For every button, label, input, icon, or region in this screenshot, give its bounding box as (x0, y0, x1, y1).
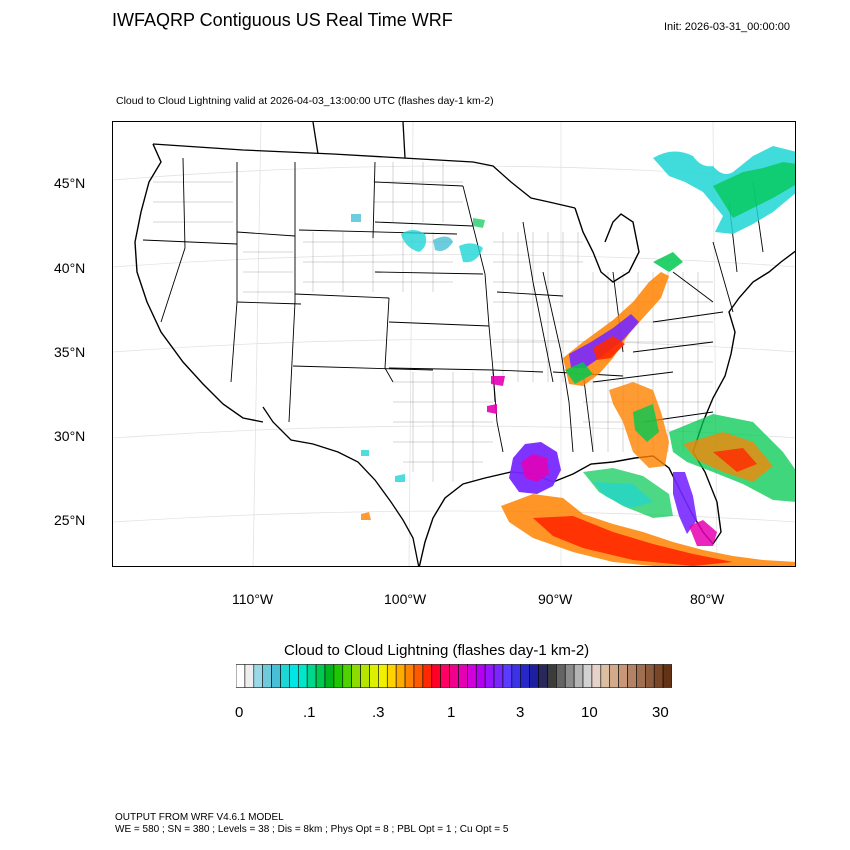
colorbar-swatch (395, 664, 406, 688)
colorbar-tick-10: 10 (581, 704, 598, 721)
colorbar-swatch (458, 664, 468, 688)
colorbar-swatch (244, 664, 255, 688)
colorbar-swatch (618, 664, 628, 688)
colorbar-swatch (422, 664, 433, 688)
colorbar (236, 664, 672, 688)
lat-label-30: 30°N (54, 428, 86, 444)
colorbar-tick-0.3: .3 (372, 704, 385, 721)
colorbar-tick-1: 1 (447, 704, 456, 721)
map-subtitle: Cloud to Cloud Lightning valid at 2026-0… (116, 95, 494, 107)
colorbar-swatch (351, 664, 361, 688)
colorbar-swatch (645, 664, 655, 688)
country-borders (152, 122, 576, 566)
lon-label-110w: 110°W (232, 591, 274, 607)
footer-model-line: OUTPUT FROM WRF V4.6.1 MODEL (115, 812, 284, 823)
colorbar-swatch (413, 664, 424, 688)
colorbar-swatch (360, 664, 370, 688)
colorbar-swatch (600, 664, 611, 688)
colorbar-swatch (333, 664, 344, 688)
colorbar-swatch (591, 664, 602, 688)
colorbar-swatch (564, 664, 575, 688)
colorbar-swatch (342, 664, 352, 688)
colorbar-swatch (378, 664, 388, 688)
us-coastline (134, 143, 795, 566)
lon-label-100w: 100°W (384, 591, 427, 607)
colorbar-swatch (662, 664, 672, 688)
colorbar-swatch (440, 664, 450, 688)
colorbar-swatch (653, 664, 664, 688)
colorbar-swatch (573, 664, 584, 688)
graticule (113, 122, 795, 566)
colorbar-swatch (484, 664, 495, 688)
colorbar-tick-30: 30 (652, 704, 669, 721)
colorbar-tick-0.1: .1 (303, 704, 316, 721)
colorbar-title: Cloud to Cloud Lightning (flashes day-1 … (284, 642, 590, 659)
colorbar-swatch (262, 664, 272, 688)
lightning-fields (351, 146, 795, 566)
colorbar-swatch (289, 664, 299, 688)
colorbar-swatch (271, 664, 281, 688)
colorbar-swatch (511, 664, 522, 688)
lat-label-35: 35°N (54, 344, 86, 360)
map-canvas (113, 122, 795, 566)
colorbar-swatch (493, 664, 504, 688)
colorbar-swatch (529, 664, 539, 688)
colorbar-swatch (609, 664, 619, 688)
colorbar-tick-0: 0 (235, 704, 244, 721)
colorbar-swatch (538, 664, 548, 688)
colorbar-swatch (449, 664, 459, 688)
colorbar-swatch (297, 664, 308, 688)
colorbar-swatch (475, 664, 486, 688)
lon-label-90w: 90°W (538, 591, 573, 607)
colorbar-swatch (431, 664, 441, 688)
colorbar-swatch (386, 664, 397, 688)
colorbar-swatch (280, 664, 290, 688)
colorbar-swatch (627, 664, 637, 688)
lon-label-80w: 80°W (690, 591, 725, 607)
map-frame (112, 121, 796, 567)
init-time: Init: 2026-03-31_00:00:00 (664, 21, 790, 33)
colorbar-swatch (236, 664, 246, 688)
colorbar-swatch (636, 664, 646, 688)
colorbar-swatch (404, 664, 415, 688)
colorbar-tick-3: 3 (516, 704, 525, 721)
colorbar-swatch (547, 664, 557, 688)
colorbar-swatch (467, 664, 477, 688)
colorbar-swatch (315, 664, 326, 688)
footer-config-line: WE = 580 ; SN = 380 ; Levels = 38 ; Dis … (115, 824, 509, 835)
lat-label-40: 40°N (54, 260, 86, 276)
colorbar-swatch (253, 664, 263, 688)
colorbar-swatch (520, 664, 530, 688)
main-title: IWFAQRP Contiguous US Real Time WRF (112, 10, 453, 30)
lat-label-25: 25°N (54, 512, 86, 528)
colorbar-swatch (306, 664, 317, 688)
colorbar-swatch (582, 664, 593, 688)
colorbar-swatch (556, 664, 566, 688)
colorbar-swatch (324, 664, 335, 688)
lat-label-45: 45°N (54, 175, 86, 191)
colorbar-swatch (502, 664, 513, 688)
colorbar-swatch (369, 664, 379, 688)
